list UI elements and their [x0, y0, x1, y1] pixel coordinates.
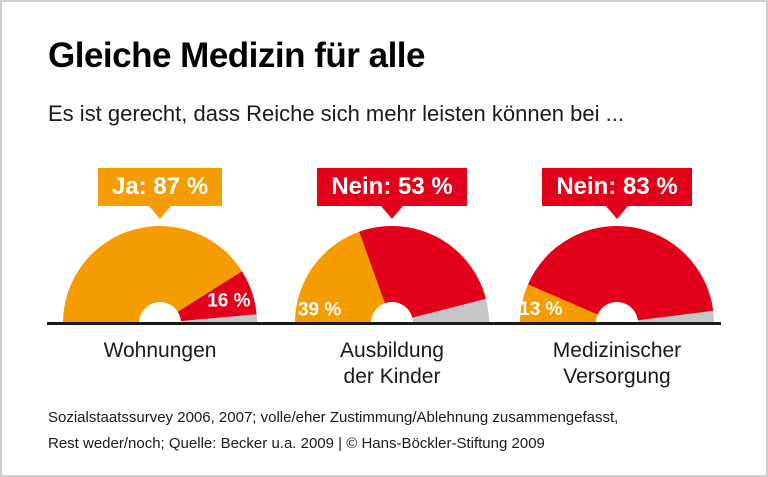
category-label: Ausbildung der Kinder — [340, 338, 444, 389]
source-note-line2: Rest weder/noch; Quelle: Becker u.a. 200… — [48, 435, 545, 453]
pointer-down-icon — [606, 206, 628, 219]
category-label: Wohnungen — [104, 338, 217, 364]
category-label-line: Wohnungen — [103, 339, 217, 362]
slice-percentage-label: 39 % — [298, 300, 341, 321]
half-donut-chart: 39 % — [295, 225, 489, 323]
category-label-line: Ausbildung — [340, 339, 444, 362]
pie-slice-ja — [63, 226, 243, 323]
slice-percentage-label: 13 % — [519, 299, 562, 320]
chart-ausbildung: Nein: 53 % 39 % Ausbildung der Kinder — [292, 168, 492, 389]
page-title: Gleiche Medizin für alle — [48, 36, 425, 75]
source-note: Sozialstaatssurvey 2006, 2007; volle/ehe… — [48, 405, 618, 458]
half-donut-chart: 16 % — [63, 226, 257, 323]
result-badge: Nein: 83 % — [542, 168, 692, 206]
category-label: Medizinischer Versorgung — [553, 338, 681, 389]
pie-slice-rest — [180, 314, 257, 323]
pie-slice-nein — [527, 225, 714, 321]
category-label-line: der Kinder — [343, 364, 441, 388]
half-donut-chart: 13 % — [519, 225, 714, 323]
pie-slice-rest — [637, 310, 714, 323]
slice-percentage-label: 16 % — [207, 290, 250, 311]
pie-slice-ja — [520, 284, 598, 323]
chart-medizin: Nein: 83 % 13 % Medizinischer Versorgung — [517, 168, 717, 389]
axis-baseline — [47, 322, 721, 325]
chart-wohnungen: Ja: 87 % 16 % Wohnungen — [60, 168, 260, 364]
source-note-line1: Sozialstaatssurvey 2006, 2007; volle/ehe… — [48, 409, 619, 426]
result-badge: Nein: 53 % — [317, 168, 467, 206]
pointer-down-icon — [149, 206, 171, 219]
subtitle: Es ist gerecht, dass Reiche sich mehr le… — [48, 101, 624, 126]
pie-slice-rest — [412, 298, 489, 323]
category-label-line: Medizinischer — [552, 339, 682, 362]
pointer-down-icon — [381, 206, 403, 219]
pie-slice-nein — [359, 225, 486, 318]
pie-slice-nein — [177, 271, 257, 322]
pie-slice-ja — [295, 231, 385, 323]
category-label-line: Versorgung — [563, 364, 671, 388]
result-badge: Ja: 87 % — [97, 168, 223, 206]
